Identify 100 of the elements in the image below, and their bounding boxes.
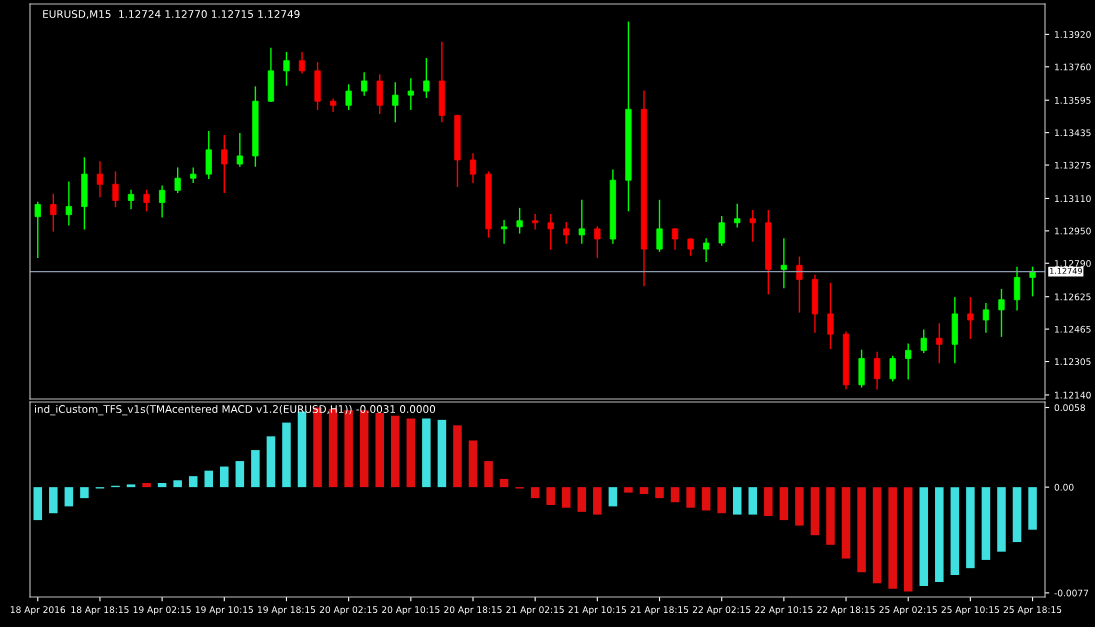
- bar: [282, 422, 291, 488]
- candlestick: [314, 62, 321, 111]
- bar: [795, 487, 804, 526]
- bar: [49, 487, 58, 514]
- x-tick-label: 21 Apr 02:15: [506, 606, 564, 615]
- bar: [779, 487, 789, 521]
- candlestick: [936, 323, 943, 364]
- bar: [64, 487, 74, 507]
- bar: [593, 487, 602, 515]
- bar: [888, 487, 897, 589]
- bar: [204, 470, 214, 488]
- y-tick-label: 1.12950: [1055, 227, 1091, 235]
- candlestick: [112, 171, 119, 208]
- x-tick-label: 25 Apr 10:15: [941, 606, 1000, 615]
- bar: [33, 487, 43, 521]
- candlestick: [454, 114, 461, 188]
- y-tick-label: 1.13110: [1055, 195, 1091, 203]
- bar: [1028, 487, 1037, 530]
- candlestick: [407, 78, 414, 111]
- bar: [530, 487, 540, 499]
- bar: [406, 418, 416, 488]
- y-tick-label: 1.12140: [1055, 391, 1091, 399]
- x-tick-label: 21 Apr 10:15: [568, 606, 626, 615]
- x-tick-label: 18 Apr 2016: [10, 606, 66, 615]
- bar: [764, 487, 773, 516]
- bar: [499, 478, 509, 488]
- y-tick-label: 0.0058: [1054, 404, 1085, 412]
- candlestick: [858, 349, 865, 388]
- bar: [903, 487, 913, 592]
- x-tick-label: 19 Apr 18:15: [258, 606, 316, 615]
- candlestick: [345, 84, 352, 111]
- bar: [826, 487, 835, 545]
- bar: [981, 487, 991, 560]
- candlestick: [827, 282, 834, 350]
- y-tick-label: 1.13760: [1055, 63, 1091, 71]
- bar: [872, 487, 882, 584]
- bar: [375, 412, 385, 488]
- bar: [484, 461, 493, 488]
- text: EURUSD,M15 1.12724 1.12770 1.12715 1.12749: [43, 10, 300, 20]
- x-tick-label: 20 Apr 18:15: [444, 606, 502, 615]
- bar: [235, 461, 245, 488]
- x-tick-label: 20 Apr 02:15: [319, 606, 378, 615]
- candlestick: [252, 86, 259, 167]
- candlestick: [34, 201, 41, 258]
- bar: [437, 419, 447, 488]
- bar: [950, 487, 960, 576]
- y-tick-label: 1.13275: [1055, 161, 1091, 169]
- bar: [701, 487, 711, 511]
- bar: [220, 466, 229, 488]
- bar: [142, 483, 151, 488]
- candlestick: [221, 134, 228, 194]
- candlestick: [703, 238, 710, 262]
- candlestick: [485, 171, 492, 238]
- x-tick-label: 22 Apr 18:15: [817, 606, 875, 615]
- candlestick: [594, 226, 601, 258]
- bar: [126, 484, 136, 488]
- x-tick-label: 19 Apr 02:15: [133, 606, 191, 615]
- y-tick-label: 1.13920: [1055, 31, 1091, 38]
- candlestick: [547, 213, 554, 250]
- bar: [748, 487, 758, 515]
- y-tick-label: -0.0077: [1054, 589, 1089, 597]
- bar: [966, 487, 975, 569]
- bar: [266, 436, 276, 488]
- bar: [810, 487, 820, 536]
- bar: [732, 487, 742, 515]
- candlestick: [765, 209, 772, 295]
- bar: [468, 440, 478, 488]
- y-tick-label: 1.12790: [1055, 260, 1091, 267]
- candlestick: [889, 355, 896, 382]
- candlestick: [376, 74, 383, 115]
- bar: [841, 487, 851, 559]
- bar: [997, 487, 1006, 552]
- candlestick: [143, 189, 150, 212]
- x-tick-label: 20 Apr 10:15: [382, 606, 440, 615]
- candlestick: [718, 215, 725, 246]
- y-tick-label: 0.00: [1054, 483, 1074, 491]
- candlestick: [516, 207, 523, 234]
- candlestick: [578, 199, 585, 244]
- candlestick: [423, 57, 430, 98]
- y-tick-label: 1.12465: [1055, 325, 1091, 333]
- bar: [173, 480, 182, 488]
- candlestick: [174, 167, 181, 194]
- bar: [624, 487, 633, 493]
- y-tick-label: 1.13595: [1055, 96, 1091, 104]
- bar: [546, 487, 555, 505]
- x-tick-label: 19 Apr 10:15: [195, 606, 253, 615]
- chart-title: ind_iCustom_TFS_v1s(TMAcentered MACD v1.2(EURUSD,H1)) -0.0031 0.0000: [35, 404, 436, 416]
- candlestick: [81, 157, 88, 230]
- bar: [655, 487, 664, 499]
- candlestick: [920, 329, 927, 354]
- x-tick-label: 18 Apr 18:15: [71, 606, 129, 615]
- bar: [717, 487, 726, 514]
- bar: [422, 418, 431, 488]
- x-tick-label: 22 Apr 10:15: [755, 606, 813, 615]
- bar: [577, 487, 587, 512]
- bar: [157, 483, 167, 488]
- candlestick: [967, 297, 974, 339]
- bar: [391, 415, 400, 488]
- candlestick: [563, 222, 570, 244]
- y-tick-label: 1.12305: [1055, 358, 1091, 366]
